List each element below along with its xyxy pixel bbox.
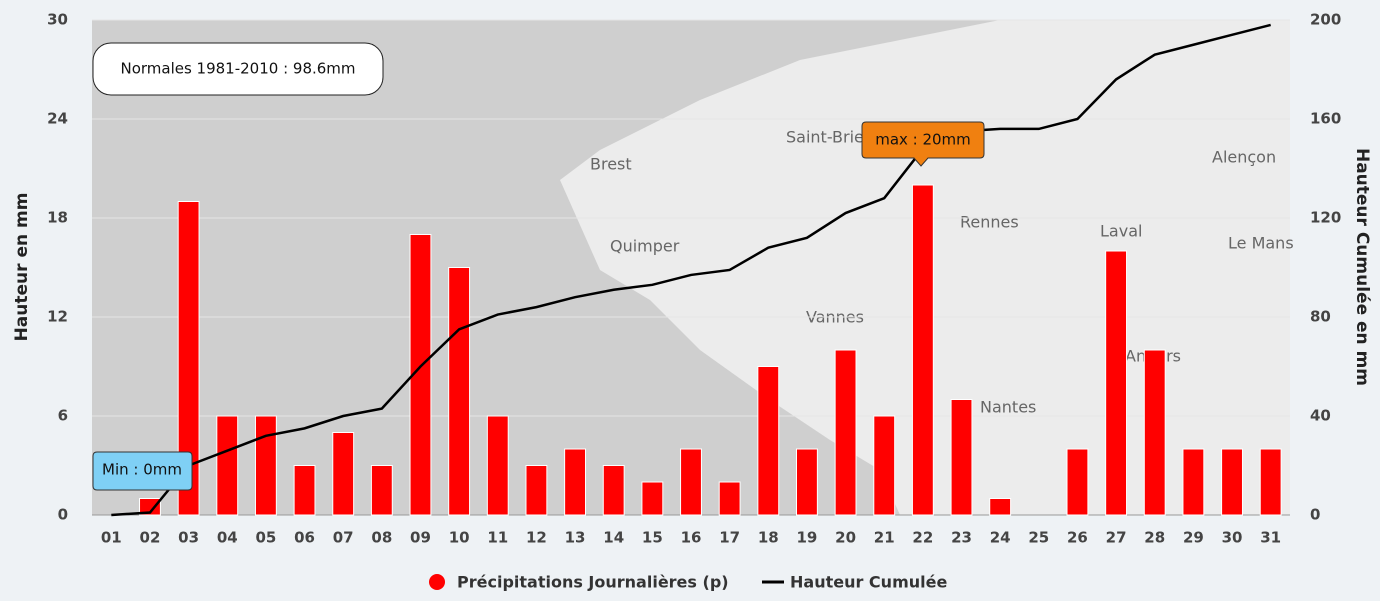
bar [1260,449,1281,515]
annotation: Min : 0mm [102,461,182,479]
y2-tick-label: 160 [1310,110,1341,128]
bar [565,449,586,515]
y2-axis-title: Hauteur Cumulée en mm [1352,148,1372,386]
bar [526,466,547,516]
x-tick-label: 20 [835,529,856,547]
y-tick-label: 6 [58,407,68,425]
x-tick-label: 11 [487,529,508,547]
bar [217,416,238,515]
chart: Brest Saint-Brieuc Quimper Rennes Laval … [0,0,1380,597]
bar [912,185,933,515]
bar [1144,350,1165,515]
x-tick-label: 03 [178,529,199,547]
x-tick-label: 05 [255,529,276,547]
y2-tick-label: 40 [1310,407,1331,425]
x-tick-label: 17 [719,529,740,547]
bar [719,482,740,515]
x-tick-label: 19 [796,529,817,547]
x-tick-label: 30 [1222,529,1243,547]
x-tick-label: 28 [1144,529,1165,547]
bar [1106,251,1127,515]
x-tick-label: 21 [874,529,895,547]
map-label: Alençon [1212,148,1276,167]
bar [642,482,663,515]
bar [294,466,315,516]
x-tick-label: 16 [681,529,702,547]
x-tick-label: 02 [140,529,161,547]
legend-label[interactable]: Hauteur Cumulée [790,573,947,592]
y2-tick-label: 200 [1310,11,1341,29]
annotation: Normales 1981-2010 : 98.6mm [120,60,355,78]
x-tick-label: 01 [101,529,122,547]
x-tick-label: 04 [217,529,238,547]
x-tick-label: 25 [1028,529,1049,547]
map-label: Brest [590,155,632,174]
x-tick-label: 22 [912,529,933,547]
x-tick-label: 12 [526,529,547,547]
bar [835,350,856,515]
y2-tick-label: 80 [1310,308,1331,326]
bar [255,416,276,515]
bar [1183,449,1204,515]
x-tick-label: 29 [1183,529,1204,547]
bar [449,268,470,516]
x-tick-label: 13 [565,529,586,547]
x-tick-label: 06 [294,529,315,547]
x-tick-label: 08 [371,529,392,547]
x-tick-label: 24 [990,529,1011,547]
y-axis-title: Hauteur en mm [12,193,32,342]
bar [797,449,818,515]
bar [371,466,392,516]
map-label: Le Mans [1228,234,1294,253]
y2-tick-label: 0 [1310,506,1320,524]
x-tick-label: 31 [1260,529,1281,547]
bar [874,416,895,515]
bar [951,400,972,516]
x-tick-label: 14 [603,529,624,547]
map-label: Rennes [960,213,1019,232]
x-tick-label: 10 [449,529,470,547]
bar [1222,449,1243,515]
legend-label[interactable]: Précipitations Journalières (p) [457,573,729,592]
bar [1067,449,1088,515]
x-tick-label: 27 [1106,529,1127,547]
legend-symbol [429,574,445,590]
x-tick-label: 07 [333,529,354,547]
x-tick-label: 23 [951,529,972,547]
bar [758,367,779,516]
map-label: Laval [1100,222,1142,241]
bar [333,433,354,516]
bar [681,449,702,515]
x-tick-label: 26 [1067,529,1088,547]
y-tick-label: 18 [47,209,68,227]
annotation: max : 20mm [875,131,971,149]
y-tick-label: 24 [47,110,68,128]
bar [603,466,624,516]
y-tick-label: 12 [47,308,68,326]
x-tick-label: 15 [642,529,663,547]
y-tick-label: 30 [47,11,68,29]
map-label: Quimper [610,237,680,256]
bar [487,416,508,515]
map-label: Nantes [980,398,1036,417]
bar [990,499,1011,516]
x-tick-label: 09 [410,529,431,547]
x-tick-label: 18 [758,529,779,547]
y-tick-label: 0 [58,506,68,524]
y2-tick-label: 120 [1310,209,1341,227]
